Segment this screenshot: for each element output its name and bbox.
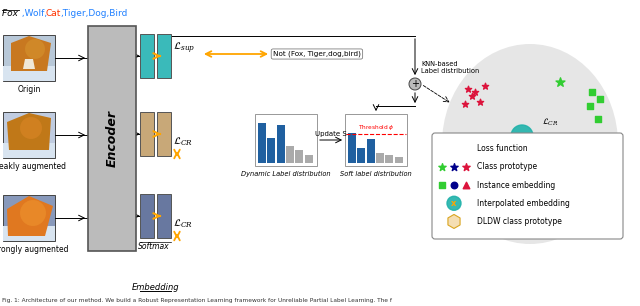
Point xyxy=(437,183,447,188)
Text: x: x xyxy=(518,129,526,143)
Text: Origin: Origin xyxy=(17,85,41,94)
Text: Dynamic Label distribution: Dynamic Label distribution xyxy=(241,171,331,177)
Circle shape xyxy=(20,117,42,139)
Bar xyxy=(345,114,407,166)
Text: Class prototype: Class prototype xyxy=(477,162,537,171)
Bar xyxy=(3,66,55,81)
Point xyxy=(515,194,525,199)
Bar xyxy=(385,155,393,163)
Polygon shape xyxy=(7,196,53,236)
Bar xyxy=(3,226,55,241)
Text: ,Tiger,Dog,Bird: ,Tiger,Dog,Bird xyxy=(60,9,127,18)
Point xyxy=(539,177,549,181)
Point xyxy=(523,188,533,192)
Polygon shape xyxy=(11,36,51,71)
Ellipse shape xyxy=(442,44,618,244)
Bar xyxy=(140,112,154,156)
Bar xyxy=(3,112,55,158)
Text: $\mathcal{L}_{sup}$: $\mathcal{L}_{sup}$ xyxy=(173,40,195,56)
Point xyxy=(449,183,459,188)
Point xyxy=(470,90,480,95)
Text: +: + xyxy=(411,79,419,89)
Bar xyxy=(305,155,312,163)
Bar xyxy=(286,146,294,163)
Point xyxy=(587,90,597,95)
Point xyxy=(461,164,471,169)
Bar xyxy=(157,112,171,156)
Text: KNN-based
Label distribution: KNN-based Label distribution xyxy=(421,61,479,74)
Text: Weakly augmented: Weakly augmented xyxy=(0,162,66,171)
Text: Instance embedding: Instance embedding xyxy=(477,181,556,190)
Point xyxy=(533,207,543,211)
Text: Update S: Update S xyxy=(315,131,347,137)
Point xyxy=(555,80,565,84)
Circle shape xyxy=(447,196,461,210)
Bar xyxy=(140,34,154,78)
Bar xyxy=(268,138,275,163)
Bar xyxy=(357,148,365,163)
Text: Cat: Cat xyxy=(46,9,61,18)
Bar xyxy=(395,158,403,163)
Text: Fox: Fox xyxy=(2,9,21,18)
Text: DLDW class prototype: DLDW class prototype xyxy=(477,217,562,226)
Point xyxy=(437,164,447,169)
Point xyxy=(480,84,490,88)
Circle shape xyxy=(511,125,533,147)
Text: Softmax: Softmax xyxy=(138,242,170,251)
Polygon shape xyxy=(7,113,51,150)
Point xyxy=(533,184,543,188)
Circle shape xyxy=(20,200,46,226)
Bar xyxy=(3,195,55,241)
Bar xyxy=(276,125,285,163)
Bar xyxy=(348,133,356,163)
Polygon shape xyxy=(23,59,35,69)
Point xyxy=(585,103,595,108)
Point xyxy=(463,87,473,91)
Point xyxy=(543,194,553,199)
Bar xyxy=(140,194,154,238)
Point xyxy=(461,183,471,188)
FancyBboxPatch shape xyxy=(432,133,623,239)
Text: Encoder: Encoder xyxy=(106,110,118,167)
Bar xyxy=(88,26,136,251)
Text: Interpolated embedding: Interpolated embedding xyxy=(477,199,570,208)
Bar xyxy=(3,35,55,81)
Circle shape xyxy=(25,39,45,59)
Text: Soft label distribution: Soft label distribution xyxy=(340,171,412,177)
Bar xyxy=(295,150,303,163)
Bar xyxy=(3,143,55,158)
Point xyxy=(527,200,537,204)
Text: Not (Fox, Tiger,dog,bird): Not (Fox, Tiger,dog,bird) xyxy=(273,51,361,57)
Text: Fig. 1: Architecture of our method. We build a Robust Representation Learning fr: Fig. 1: Architecture of our method. We b… xyxy=(2,298,392,303)
Point xyxy=(549,189,559,194)
Text: Threshold $\phi$: Threshold $\phi$ xyxy=(358,123,394,132)
Text: Embedding: Embedding xyxy=(132,283,179,292)
Bar xyxy=(258,122,266,163)
Bar xyxy=(367,139,374,163)
Text: Strongly augmented: Strongly augmented xyxy=(0,245,68,254)
Bar xyxy=(157,194,171,238)
Point xyxy=(460,102,470,106)
Bar xyxy=(255,114,317,166)
Text: $\mathcal{L}_{CR}$: $\mathcal{L}_{CR}$ xyxy=(173,218,193,230)
Bar xyxy=(157,34,171,78)
Point xyxy=(535,203,545,208)
Text: x: x xyxy=(451,199,457,208)
Point xyxy=(475,99,485,104)
Point xyxy=(449,164,459,169)
Text: ,Wolf,: ,Wolf, xyxy=(19,9,47,18)
Text: Loss function: Loss function xyxy=(477,144,527,153)
Point xyxy=(467,94,477,99)
Text: $\mathcal{L}_{CR}$: $\mathcal{L}_{CR}$ xyxy=(541,116,558,128)
Point xyxy=(595,97,605,102)
Text: $\mathcal{L}_{CR}$: $\mathcal{L}_{CR}$ xyxy=(173,136,193,148)
Circle shape xyxy=(409,78,421,90)
Point xyxy=(593,117,603,121)
Bar xyxy=(376,153,384,163)
